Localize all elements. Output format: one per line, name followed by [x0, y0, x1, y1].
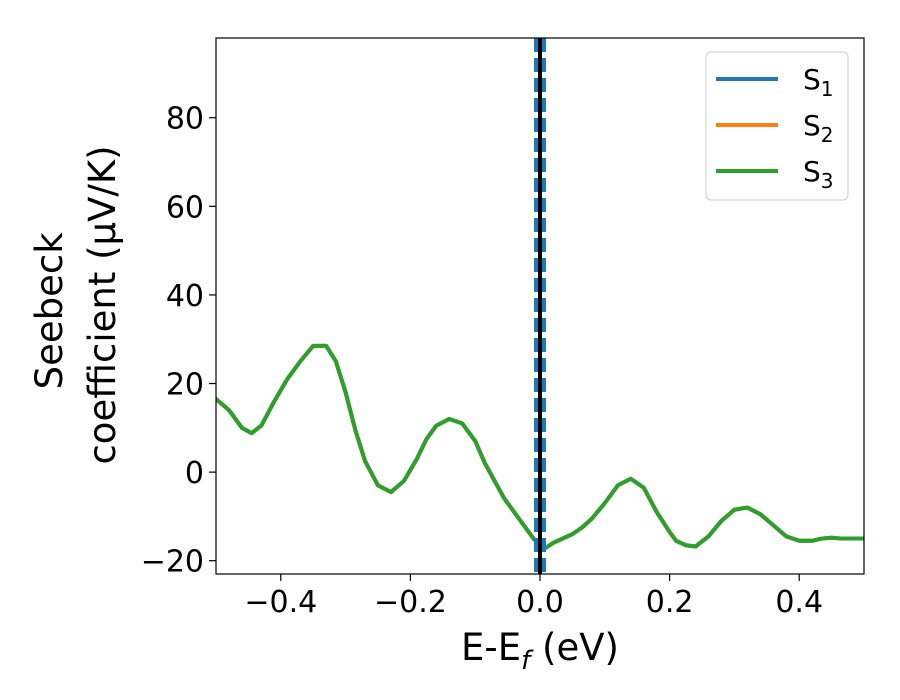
- x-tick-label: 0.2: [646, 585, 694, 620]
- legend-label-1: S1: [803, 63, 834, 101]
- y-axis-title-line2: coefficient (μV/K): [81, 145, 124, 464]
- legend-label-3: S3: [803, 155, 834, 193]
- y-tick-label: 20: [166, 368, 204, 403]
- x-axis-title: E-Ef (eV): [461, 626, 619, 676]
- x-tick-label: −0.2: [374, 585, 447, 620]
- y-axis-title: Seebeck coefficient (μV/K): [28, 145, 124, 464]
- y-tick-label: 0: [185, 456, 204, 491]
- x-tick-label: −0.4: [244, 585, 317, 620]
- y-tick-label: 80: [166, 102, 204, 137]
- y-tick-label: 60: [166, 190, 204, 225]
- legend-label-2: S2: [803, 109, 834, 147]
- x-tick-label: 0.4: [775, 585, 823, 620]
- y-axis-title-line1: Seebeck: [28, 232, 71, 390]
- y-tick-label: 40: [166, 279, 204, 314]
- y-tick-label: −20: [141, 545, 204, 580]
- plot-area: [216, 38, 864, 574]
- axes: −0.4 −0.2 0.0 0.2 0.4 −20 0 20 40 60 80: [141, 37, 865, 620]
- x-axis-title-tail: (eV): [530, 626, 619, 669]
- x-tick-label: 0.0: [516, 585, 564, 620]
- legend: S1 S2 S3: [705, 51, 849, 201]
